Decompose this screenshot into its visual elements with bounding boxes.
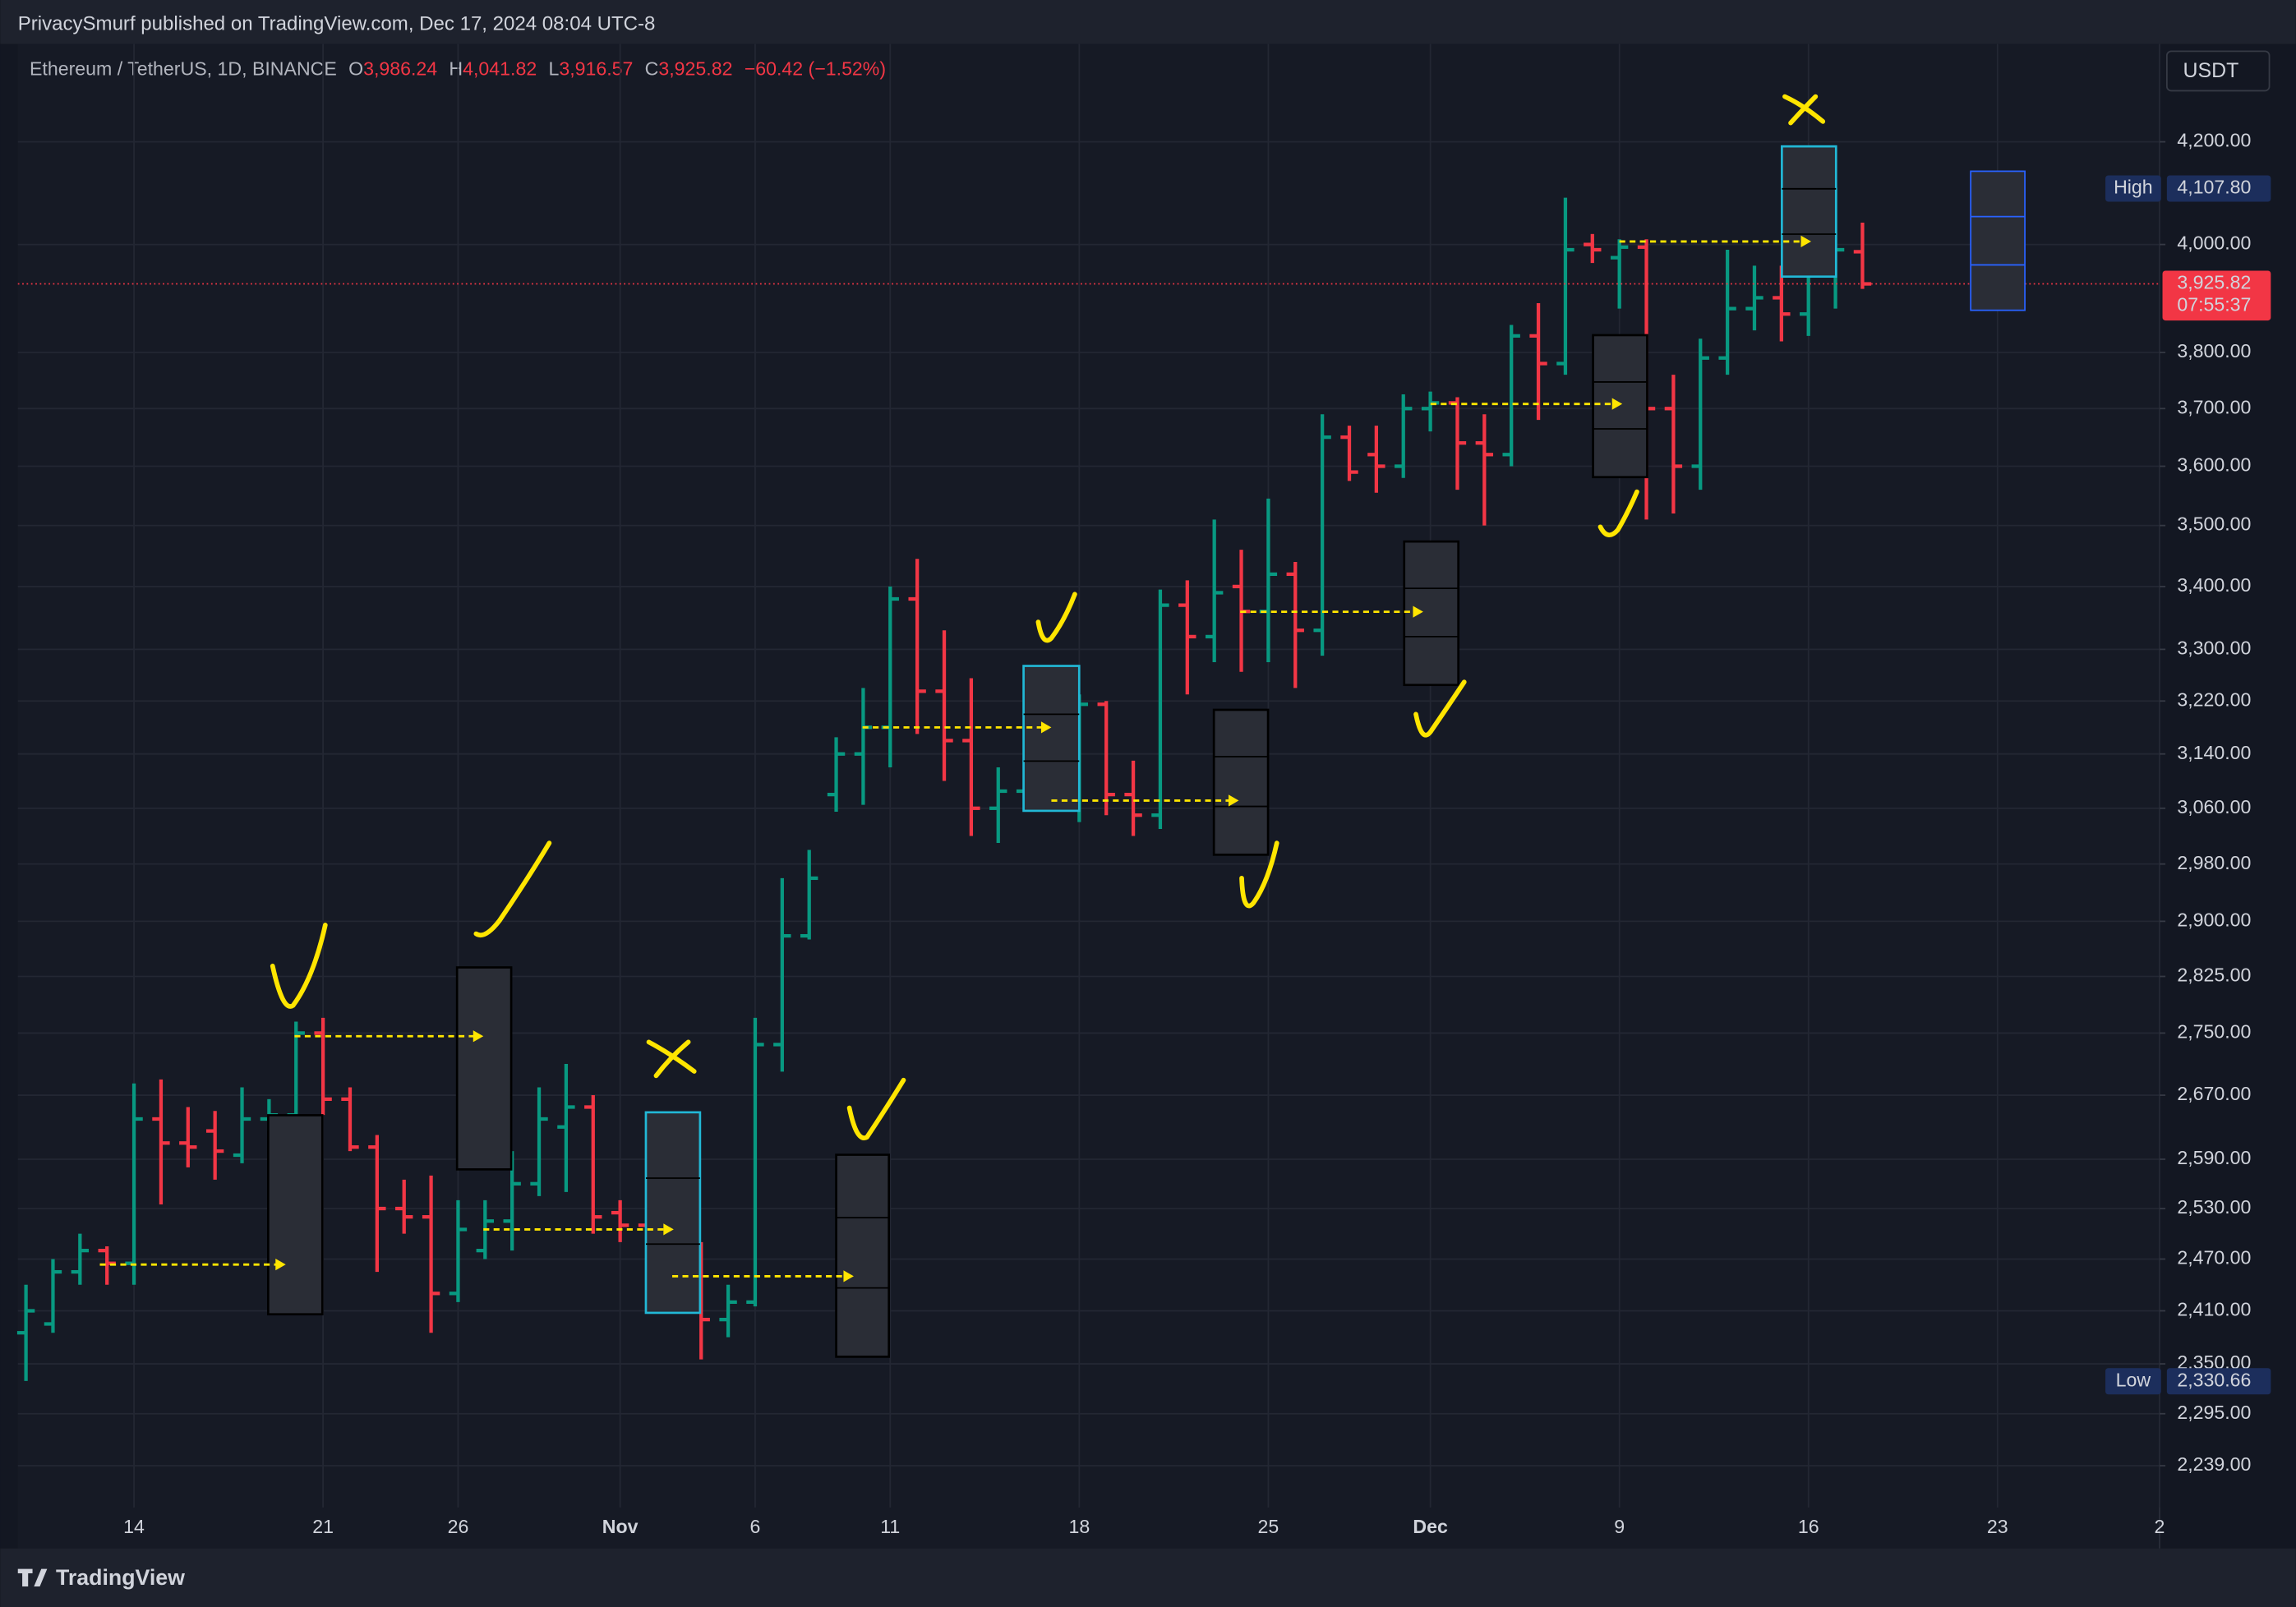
projection-box (1970, 170, 2026, 311)
extreme-value: 2,330.66 (2177, 1369, 2251, 1390)
extreme-name: High (2114, 177, 2153, 198)
x-tick-label: 18 (1068, 1516, 1090, 1537)
brand-logo (17, 1568, 48, 1587)
y-tick-label: 2,980.00 (2177, 852, 2251, 873)
drawn-box (835, 1153, 891, 1358)
ohlc-value: 3,916.57 (559, 58, 633, 80)
x-tick-label: 9 (1614, 1516, 1625, 1537)
change: −60.42 (−1.52%) (745, 58, 886, 80)
ohlc-key: H (449, 58, 463, 80)
y-tick-label: 3,300.00 (2177, 637, 2251, 658)
x-tick-label: Nov (602, 1516, 639, 1537)
annotations (99, 94, 2026, 1358)
drawn-box (1212, 708, 1270, 856)
x-tick-label: 25 (1258, 1516, 1279, 1537)
extreme-value-box (2166, 1368, 2271, 1395)
box-divider (1593, 381, 1648, 430)
drawn-box (1022, 665, 1081, 813)
x-tick-label: 26 (448, 1516, 469, 1537)
y-tick-label: 2,825.00 (2177, 965, 2251, 986)
y-tick-label: 2,530.00 (2177, 1196, 2251, 1218)
ohlc-key: O (348, 58, 363, 80)
x-tick-label: Dec (1413, 1516, 1448, 1537)
extreme-name-box (2105, 175, 2161, 202)
drawn-box (267, 1114, 324, 1316)
drawn-box (644, 1111, 702, 1315)
top-bar (0, 0, 2296, 44)
hand-marks (270, 94, 1826, 1140)
box-divider (1023, 713, 1080, 762)
box-divider (645, 1177, 700, 1246)
y-tick-label: 3,220.00 (2177, 688, 2251, 710)
drawn-box (1403, 540, 1459, 687)
y-tick-label: 2,410.00 (2177, 1299, 2251, 1320)
ohlc-value: 3,925.82 (658, 58, 732, 80)
x-tick-label: 21 (312, 1516, 334, 1537)
box-divider (1404, 587, 1459, 638)
dashed-arrows (99, 235, 1811, 1282)
last-price-label: 3,925.82 (2177, 272, 2251, 293)
y-tick-label: 3,060.00 (2177, 796, 2251, 817)
symbol: Ethereum / TetherUS, 1D, BINANCE (30, 58, 337, 80)
currency-label[interactable]: USDT (2183, 59, 2238, 82)
y-tick-label: 2,590.00 (2177, 1147, 2251, 1168)
extreme-value-box (2166, 175, 2271, 202)
box-divider (836, 1217, 889, 1289)
x-tick-label: 11 (880, 1516, 900, 1537)
y-tick-label: 2,750.00 (2177, 1021, 2251, 1043)
y-tick-label: 3,700.00 (2177, 396, 2251, 417)
box-divider (1971, 215, 2026, 266)
y-tick-label: 4,200.00 (2177, 130, 2251, 151)
footer-bar (0, 1548, 2296, 1607)
drawn-box (455, 966, 513, 1171)
y-tick-label: 3,600.00 (2177, 454, 2251, 476)
ohlc-value: 3,986.24 (363, 58, 437, 80)
countdown: 07:55:37 (2177, 293, 2251, 315)
y-tick-label: 2,670.00 (2177, 1083, 2251, 1104)
x-tick-label: 2 (2155, 1516, 2165, 1537)
last-price-box (2162, 270, 2271, 321)
y-tick-label: 2,470.00 (2177, 1247, 2251, 1269)
y-tick-label: 3,800.00 (2177, 340, 2251, 361)
plot-area (17, 44, 2160, 1549)
y-tick-label: 2,239.00 (2177, 1453, 2251, 1475)
ohlc-key: L (548, 58, 559, 80)
ohlc-key: C (645, 58, 659, 80)
extreme-name-box (2105, 1368, 2161, 1395)
box-divider (1782, 187, 1837, 235)
y-tick-label: 3,400.00 (2177, 574, 2251, 596)
y-tick-label: 2,295.00 (2177, 1402, 2251, 1423)
x-tick-label: 16 (1798, 1516, 1819, 1537)
brand-name[interactable]: TradingView (56, 1565, 185, 1590)
ohlc-value: 4,041.82 (463, 58, 537, 80)
y-tick-label: 3,500.00 (2177, 513, 2251, 535)
x-tick-label: 14 (123, 1516, 145, 1537)
currency-button[interactable] (2165, 50, 2271, 92)
publisher-line: PrivacySmurf published on TradingView.co… (18, 13, 656, 35)
drawn-box (1781, 145, 1837, 279)
x-tick-label: 23 (1987, 1516, 2008, 1537)
extreme-value: 4,107.80 (2177, 177, 2251, 198)
chart-header: Ethereum / TetherUS, 1D, BINANCE O3,986.2… (30, 58, 886, 80)
y-tick-label: 4,000.00 (2177, 233, 2251, 254)
drawn-box (1592, 334, 1648, 479)
y-tick-label: 2,900.00 (2177, 909, 2251, 930)
extreme-name: Low (2116, 1369, 2151, 1390)
box-divider (1214, 756, 1269, 808)
y-tick-label: 3,140.00 (2177, 742, 2251, 763)
x-tick-label: 6 (750, 1516, 761, 1537)
